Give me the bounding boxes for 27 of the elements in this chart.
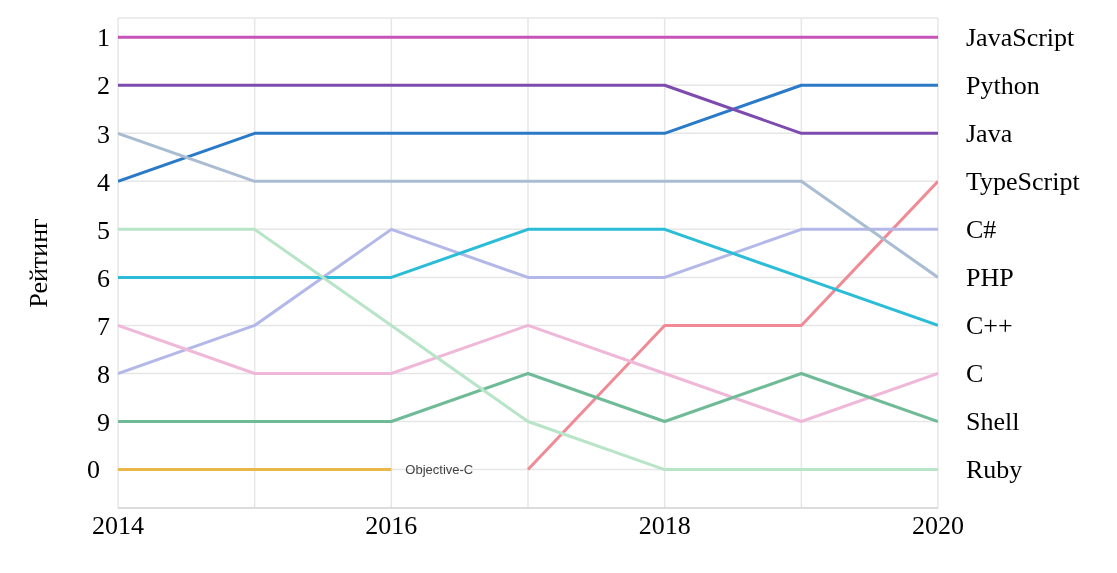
y-tick-label: 5 [97, 215, 110, 245]
series-label: Python [966, 70, 1040, 100]
series-label: C [966, 358, 984, 388]
y-tick-label: 6 [97, 263, 110, 293]
series-label: TypeScript [966, 166, 1081, 196]
y-tick-label: 9 [97, 407, 110, 437]
series-label: Objective-C [405, 462, 474, 478]
annotation: 0 [87, 455, 100, 485]
y-tick-label: 8 [97, 359, 110, 389]
series-label: Shell [966, 407, 1020, 437]
series-label: C++ [966, 310, 1013, 340]
y-tick-label: 3 [97, 119, 110, 149]
x-tick-label: 2016 [365, 511, 418, 541]
y-tick-label: 4 [97, 167, 110, 197]
series-label: JavaScript [966, 22, 1076, 52]
series-label: C# [966, 214, 997, 244]
y-tick-label: 2 [97, 71, 110, 101]
series-label: Ruby [966, 455, 1023, 485]
y-axis-title: Рейтинг [24, 218, 54, 308]
x-tick-label: 2018 [638, 511, 691, 541]
x-tick-label: 2014 [92, 511, 144, 541]
x-tick-label: 2020 [912, 511, 964, 541]
y-tick-label: 1 [97, 23, 110, 53]
series-label: PHP [966, 262, 1014, 292]
y-tick-label: 7 [97, 311, 110, 341]
line-series [118, 227, 938, 375]
series-label: Java [966, 118, 1013, 148]
